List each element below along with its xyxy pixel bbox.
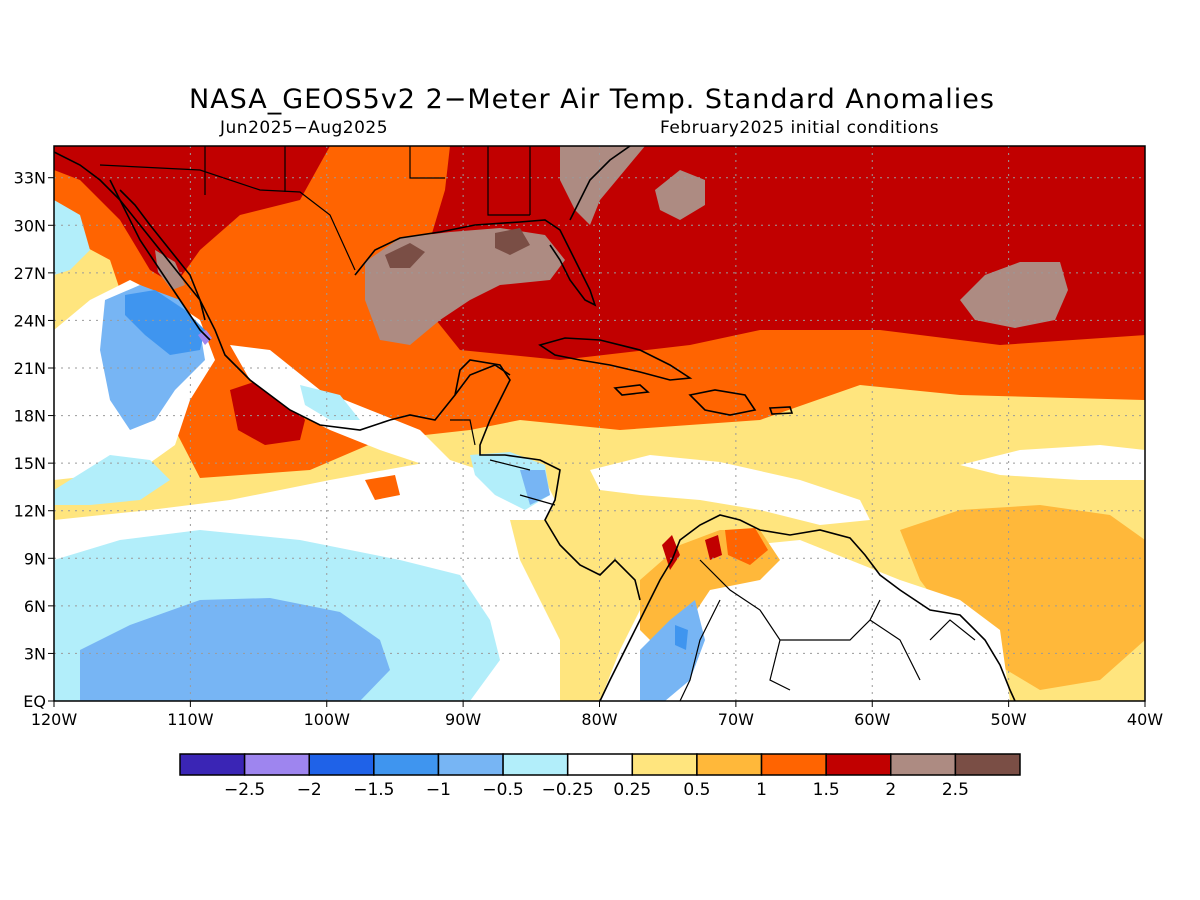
anomaly-region-orange-venezuela xyxy=(725,528,768,565)
anomaly-region-lightblue-honduras xyxy=(520,470,550,505)
coastline-puerto-rico xyxy=(768,406,794,415)
legend-swatch xyxy=(890,753,957,776)
legend-label: 0.25 xyxy=(613,780,651,800)
lon-tick-label: 50W xyxy=(991,710,1027,729)
legend-swatch xyxy=(566,753,634,776)
color-legend: −2.5 −2 −1.5 −1 −0.5 −0.25 0.25 0.5 1 1.5 2 2.5 xyxy=(179,753,1021,800)
anomaly-region-cyan-mexico xyxy=(300,385,360,420)
legend-swatch xyxy=(243,753,310,776)
legend-swatch xyxy=(631,753,698,776)
lon-tick-label: 40W xyxy=(1127,710,1163,729)
legend-swatch xyxy=(502,753,569,776)
longitude-axis: 120W 110W 100W 90W 80W 70W 60W 50W 40W xyxy=(31,701,1163,729)
border-south-america xyxy=(679,559,976,701)
coastlines xyxy=(54,146,1016,701)
anomaly-region-cyan-pacific xyxy=(54,455,170,505)
latitude-axis: 33N 30N 27N 24N 21N 18N 15N 12N 9N 6N 3N EQ xyxy=(14,169,54,711)
legend-swatch xyxy=(696,753,763,776)
lat-tick-label: EQ xyxy=(23,692,46,711)
anomaly-region-taupe-baja xyxy=(155,250,185,290)
anomaly-region-lightblue-pacific xyxy=(80,598,390,701)
legend-label: −1 xyxy=(426,780,451,800)
legend-label: −0.25 xyxy=(542,780,594,800)
lon-tick-label: 120W xyxy=(31,710,78,729)
anomaly-region-orange-atlantic-south xyxy=(900,505,1145,690)
legend-swatch xyxy=(373,753,440,776)
lat-tick-label: 3N xyxy=(24,644,46,663)
anomaly-region-taupe-atlantic-1 xyxy=(655,170,705,220)
anomaly-region-taupe-se-us xyxy=(560,146,645,225)
coastline-gulf-of-california xyxy=(119,189,206,321)
lat-tick-label: 33N xyxy=(14,169,46,188)
anomaly-region-midblue-colombia xyxy=(675,625,688,650)
lat-tick-label: 27N xyxy=(14,264,46,283)
anomaly-region-white-atlantic xyxy=(960,445,1145,480)
legend-label: 0.5 xyxy=(683,780,710,800)
lat-tick-label: 21N xyxy=(14,359,46,378)
legend-swatch xyxy=(954,753,1021,776)
lat-tick-label: 24N xyxy=(14,311,46,330)
anomaly-region-red-andes-2 xyxy=(705,535,722,560)
legend-label: −2 xyxy=(297,780,322,800)
anomaly-region-purple-cabo xyxy=(198,330,212,345)
legend-label: −2.5 xyxy=(224,780,265,800)
coastline-cuba xyxy=(538,337,693,381)
coastline-south-america xyxy=(599,514,1016,701)
legend-label: −1.5 xyxy=(353,780,394,800)
anomaly-region-cyan-baja xyxy=(54,200,90,275)
map-title: NASA_GEOS5v2 2−Meter Air Temp. Standard … xyxy=(189,84,995,115)
lon-tick-label: 60W xyxy=(854,710,890,729)
anomaly-region-brown-gulf xyxy=(385,243,425,268)
anomaly-region-red-atlantic xyxy=(420,146,1145,360)
coastline-yucatan xyxy=(454,364,511,396)
lat-tick-label: 30N xyxy=(14,216,46,235)
legend-swatch xyxy=(179,753,246,776)
lat-tick-label: 6N xyxy=(24,597,46,616)
coastline-hispaniola xyxy=(688,389,757,416)
legend-label: 1.5 xyxy=(813,780,840,800)
border-us-mexico xyxy=(99,164,356,271)
initial-conditions-subtitle: February2025 initial conditions xyxy=(660,118,940,138)
anomaly-region-midblue-baja xyxy=(125,290,205,355)
anomaly-field xyxy=(54,146,1145,701)
political-borders xyxy=(99,146,976,701)
period-subtitle: Jun2025−Aug2025 xyxy=(220,118,389,138)
lon-tick-label: 100W xyxy=(304,710,351,729)
anomaly-region-lightblue-colombia xyxy=(640,600,705,701)
legend-label: 2.5 xyxy=(942,780,969,800)
anomaly-region-orange-pacific-coast xyxy=(365,475,400,500)
border-central-america xyxy=(450,419,556,506)
legend-label: 2 xyxy=(885,780,896,800)
legend-swatch xyxy=(308,753,375,776)
coastline-us-east xyxy=(569,146,631,221)
lat-tick-label: 15N xyxy=(14,454,46,473)
legend-label: 1 xyxy=(756,780,767,800)
lat-tick-label: 12N xyxy=(14,502,46,521)
legend-label: −0.5 xyxy=(482,780,523,800)
legend-swatch xyxy=(760,753,827,776)
coastline-baja xyxy=(109,179,211,341)
lat-tick-label: 9N xyxy=(24,549,46,568)
lon-tick-label: 70W xyxy=(718,710,754,729)
anomaly-region-red-andes-1 xyxy=(662,535,680,570)
legend-swatch xyxy=(437,753,504,776)
coastline-north-america xyxy=(54,151,641,601)
coastline-jamaica xyxy=(613,384,650,396)
lon-tick-label: 80W xyxy=(581,710,617,729)
anomaly-region-taupe-atlantic-2 xyxy=(960,262,1068,328)
lat-tick-label: 18N xyxy=(14,407,46,426)
legend-swatch xyxy=(825,753,892,776)
gridlines xyxy=(54,146,1145,701)
anomaly-region-red-nw xyxy=(54,146,330,285)
lon-tick-label: 110W xyxy=(167,710,214,729)
coastline-gulf xyxy=(354,219,597,307)
border-us-states xyxy=(204,146,531,216)
anomaly-region-brown-gulf-2 xyxy=(495,228,530,255)
anomaly-region-white-caribbean xyxy=(590,455,870,525)
lon-tick-label: 90W xyxy=(445,710,481,729)
